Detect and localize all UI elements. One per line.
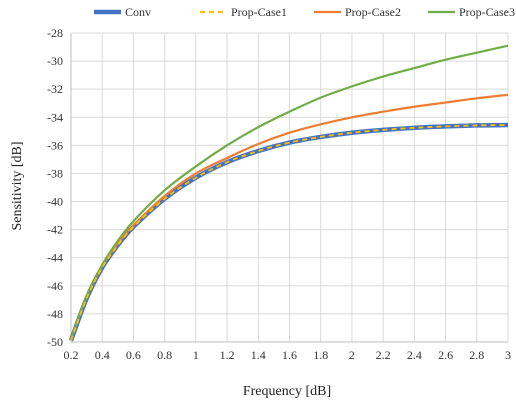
y-tick-label: -42: [47, 223, 63, 237]
x-tick-label: 0.2: [64, 348, 79, 362]
y-tick-label: -30: [47, 54, 63, 68]
x-axis-title: Frequency [dB]: [243, 384, 331, 399]
legend-label-prop-case1: Prop-Case1: [231, 5, 287, 19]
x-tick-label: 0.6: [126, 348, 141, 362]
y-tick-label: -44: [47, 251, 63, 265]
x-tick-label: 3: [505, 348, 511, 362]
y-tick-label: -46: [47, 279, 63, 293]
series-lines: [68, 44, 509, 342]
x-tick-labels: 0.2 0.4 0.6 0.8 1 1.2 1.4 1.6 1.8 2 2.2 2.4 2.6 2.8 3: [64, 348, 512, 362]
x-tick-label: 1.8: [313, 348, 328, 362]
legend-label-prop-case2: Prop-Case2: [345, 5, 401, 19]
y-tick-label: -34: [47, 110, 63, 124]
x-tick-label: 0.8: [157, 348, 172, 362]
legend: Conv Prop-Case1 Prop-Case2 Prop-Case3: [94, 5, 515, 19]
x-tick-label: 2.8: [469, 348, 484, 362]
x-tick-label: 0.4: [95, 348, 110, 362]
x-tick-label: 2: [349, 348, 355, 362]
x-tick-label: 2.2: [376, 348, 391, 362]
x-tick-label: 1: [193, 348, 199, 362]
grid: [70, 32, 509, 343]
y-tick-label: -28: [47, 26, 63, 40]
x-tick-label: 1.4: [251, 348, 266, 362]
x-tick-label: 1.2: [220, 348, 235, 362]
y-tick-label: -50: [47, 335, 63, 349]
series-line-prop-case1: [70, 124, 509, 341]
y-tick-label: -36: [47, 138, 63, 152]
y-tick-label: -40: [47, 195, 63, 209]
x-tick-label: 2.6: [438, 348, 453, 362]
legend-label-prop-case3: Prop-Case3: [459, 5, 515, 19]
y-tick-label: -32: [47, 82, 63, 96]
y-tick-labels: -50 -48 -46 -44 -42 -40 -38 -36 -34 -32 -30 -28: [47, 26, 63, 349]
y-tick-label: -38: [47, 166, 63, 180]
x-tick-label: 2.4: [407, 348, 422, 362]
legend-label-conv: Conv: [125, 5, 151, 19]
y-tick-label: -48: [47, 307, 63, 321]
y-axis-title: Sensitivity [dB]: [10, 141, 25, 230]
series-line-prop-case3: [69, 44, 509, 340]
x-tick-label: 1.6: [282, 348, 297, 362]
